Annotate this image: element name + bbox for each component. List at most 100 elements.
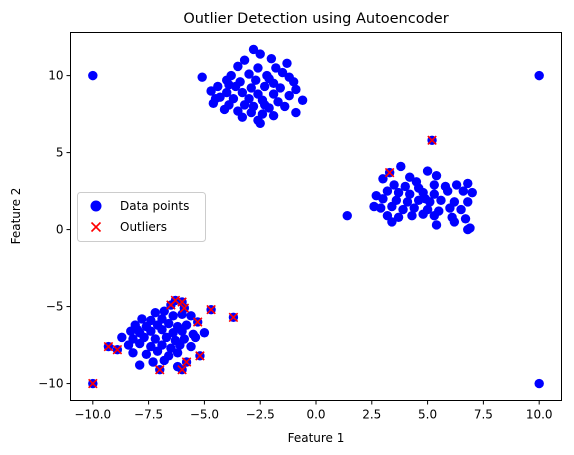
data-points-point	[284, 90, 294, 101]
data-points-point	[168, 311, 178, 321]
data-points-point	[132, 324, 143, 335]
legend-label-outliers: Outliers	[120, 220, 167, 234]
data-points-point	[251, 75, 261, 85]
data-points-point	[402, 197, 413, 207]
data-points-point	[168, 328, 178, 338]
data-points-point	[175, 340, 185, 350]
data-points-point	[253, 63, 263, 73]
data-points-point	[291, 107, 301, 118]
data-points-point	[190, 332, 201, 343]
data-points-point	[400, 181, 410, 192]
data-points-point	[275, 83, 285, 93]
data-points-point	[88, 70, 98, 81]
data-points-point	[534, 70, 544, 81]
data-points-point	[291, 84, 301, 95]
outliers-marker	[192, 317, 203, 327]
data-points-point	[219, 104, 230, 115]
data-points-point	[393, 187, 404, 198]
outliers-marker	[181, 357, 192, 367]
x-tick-label: 0.0	[306, 408, 325, 422]
data-points-point	[161, 332, 172, 343]
data-points-point	[222, 87, 232, 98]
data-points-point	[405, 172, 415, 182]
outliers-marker	[88, 378, 98, 389]
x-tick-label: −2.5	[246, 408, 275, 422]
data-points-point	[244, 69, 254, 79]
data-points-point	[206, 86, 216, 96]
data-points-point	[259, 100, 270, 110]
data-points-point	[429, 211, 439, 221]
data-points-point	[134, 360, 145, 370]
data-points-point	[264, 73, 274, 84]
data-points-point	[369, 201, 379, 212]
outliers-marker	[384, 167, 395, 178]
y-tick-label: 0	[56, 223, 64, 237]
data-points-point	[445, 203, 455, 213]
y-tick-label: 10	[48, 69, 63, 83]
data-points-point	[141, 349, 152, 360]
data-points-point	[166, 343, 176, 353]
legend-label-data-points: Data points	[120, 199, 189, 213]
chart-title: Outlier Detection using Autoencoder	[183, 11, 448, 27]
data-points-point	[387, 217, 397, 227]
y-tick-label: −5	[46, 300, 64, 314]
data-points-point	[407, 211, 417, 221]
data-points-point	[378, 194, 388, 204]
data-points-point	[405, 189, 415, 199]
data-points-point	[273, 97, 283, 107]
data-points-point	[237, 112, 248, 122]
outliers-marker	[179, 303, 190, 313]
data-points-point	[117, 332, 127, 343]
outliers-marker	[155, 364, 165, 375]
data-points-point	[277, 67, 288, 78]
y-tick-label: 5	[56, 146, 64, 160]
data-points-point	[467, 187, 477, 198]
data-points-point	[246, 83, 256, 93]
data-points-point	[255, 49, 265, 59]
data-points-point	[389, 180, 399, 190]
outliers-marker	[112, 344, 123, 355]
data-points-point	[429, 180, 439, 190]
plot-area	[88, 44, 544, 389]
outliers-marker	[427, 135, 437, 146]
data-points-point	[271, 63, 281, 73]
outliers-marker	[103, 341, 114, 352]
data-points-point	[409, 203, 419, 213]
data-points-point	[239, 55, 250, 65]
data-points-point	[172, 361, 183, 372]
data-points-point	[255, 118, 265, 129]
x-tick-label: 5.0	[418, 408, 437, 422]
y-axis-label: Feature 2	[9, 188, 23, 245]
x-axis: −10.0 −7.5 −5.0 −2.5 0.0 2.5 5.0 7.5 10.0	[74, 400, 553, 422]
data-points-point	[199, 328, 210, 338]
outliers-marker	[177, 297, 187, 307]
data-points-point	[233, 61, 243, 72]
outliers-marker	[177, 364, 187, 375]
data-points-point	[442, 186, 453, 196]
data-points-point	[172, 348, 183, 358]
data-points-point	[456, 204, 466, 215]
data-points-point	[429, 189, 439, 199]
x-tick-label: −10.0	[74, 408, 111, 422]
data-points-point	[157, 324, 167, 335]
x-tick-label: 7.5	[474, 408, 493, 422]
data-points-point	[463, 178, 473, 189]
data-points-point	[150, 334, 161, 344]
data-points-point	[137, 314, 147, 324]
x-axis-label: Feature 1	[288, 431, 345, 445]
data-points-point	[460, 214, 471, 224]
data-points-point	[186, 341, 196, 352]
data-points-point	[210, 94, 221, 104]
data-points-point	[382, 186, 393, 196]
legend-marker-outliers	[90, 221, 102, 233]
data-points-point	[387, 201, 397, 212]
data-points-point	[280, 101, 290, 112]
data-points-point	[420, 194, 431, 204]
data-points-point	[297, 95, 308, 105]
data-points-point	[246, 107, 256, 118]
data-points-point	[237, 87, 248, 98]
x-tick-label: 2.5	[362, 408, 381, 422]
points-layer	[88, 44, 544, 389]
data-points-point	[146, 341, 156, 352]
